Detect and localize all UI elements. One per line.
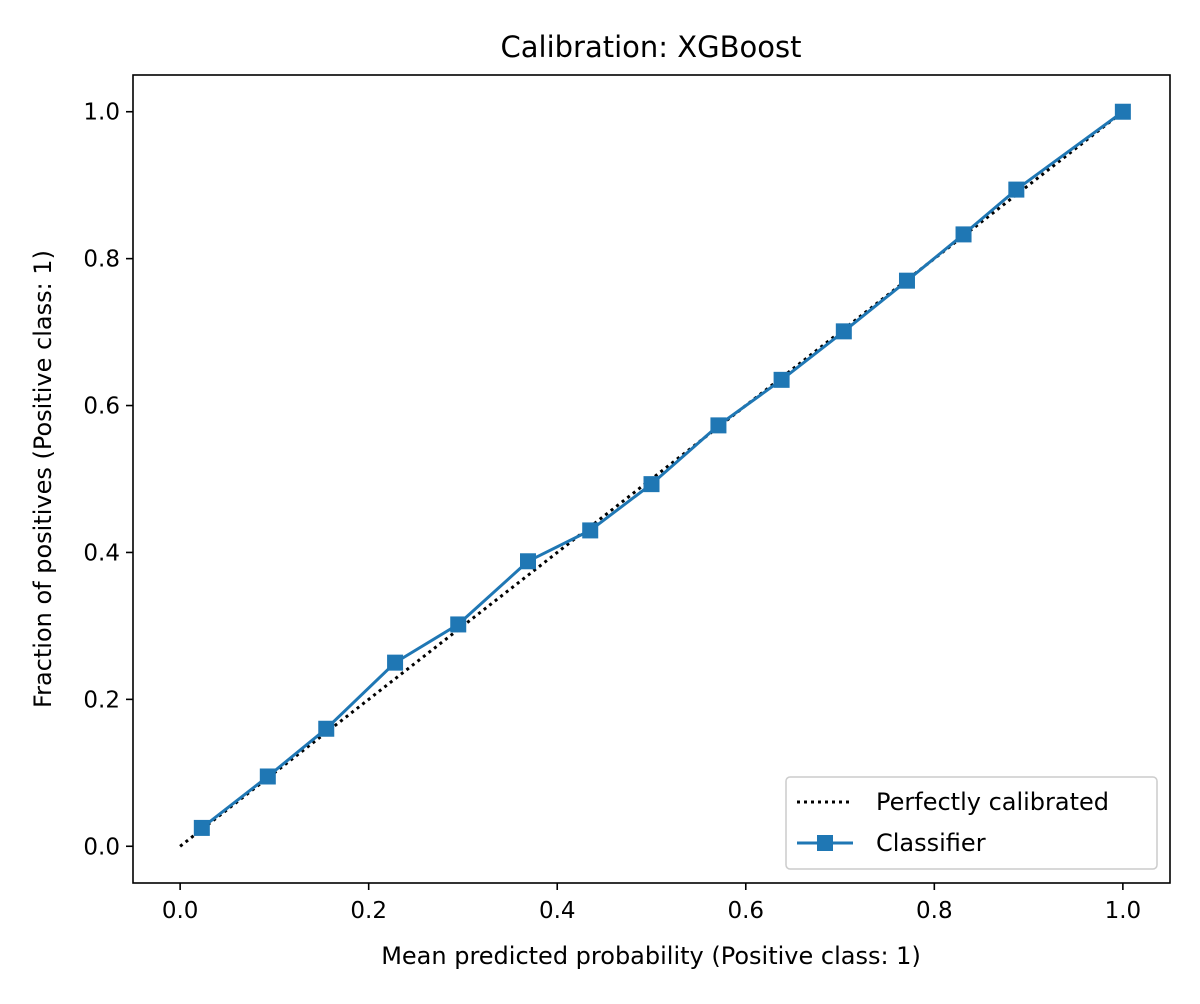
legend-label-classifier: Classifier	[876, 829, 986, 857]
x-tick-label: 0.4	[539, 898, 576, 924]
y-tick-label: 0.6	[83, 394, 120, 420]
legend-classifier-marker	[817, 835, 833, 851]
y-tick-label: 0.0	[83, 834, 120, 860]
y-tick-label: 0.8	[83, 247, 120, 273]
classifier-point	[1008, 181, 1025, 198]
plot-frame	[132, 74, 1171, 884]
chart-title: Calibration: XGBoost	[501, 30, 802, 64]
y-axis-label: Fraction of positives (Positive class: 1…	[29, 250, 57, 708]
y-tick-label: 0.4	[83, 540, 120, 566]
classifier-point	[387, 654, 404, 671]
classifier-point	[450, 616, 467, 633]
x-tick-label: 1.0	[1105, 898, 1142, 924]
x-tick-label: 0.2	[350, 898, 387, 924]
y-tick-label: 1.0	[83, 100, 120, 126]
classifier-point	[898, 272, 915, 289]
classifier-point	[259, 768, 276, 785]
tick-layer: 0.0 0.2 0.4 0.6 0.8 1.0 0.0 0.2 0.4 0.6 0.8 1.0	[83, 100, 1141, 924]
series-layer	[179, 103, 1131, 848]
classifier-point	[582, 522, 599, 539]
classifier-point	[955, 226, 972, 243]
legend-label-perfectly-calibrated: Perfectly calibrated	[876, 788, 1109, 816]
classifier-point	[1114, 103, 1131, 120]
y-tick-label: 0.2	[83, 687, 120, 713]
classifier-point	[835, 323, 852, 340]
classifier-point	[643, 476, 660, 493]
classifier-point	[773, 371, 790, 388]
classifier-point	[710, 417, 727, 434]
classifier-point	[193, 819, 210, 836]
legend-box	[785, 776, 1158, 870]
x-tick-label: 0.0	[162, 898, 199, 924]
classifier-point	[520, 553, 537, 570]
legend: Perfectly calibrated Classifier	[785, 776, 1158, 870]
x-axis-label: Mean predicted probability (Positive cla…	[381, 942, 921, 970]
classifier-point	[318, 720, 335, 737]
x-tick-label: 0.6	[727, 898, 764, 924]
x-tick-label: 0.8	[916, 898, 953, 924]
